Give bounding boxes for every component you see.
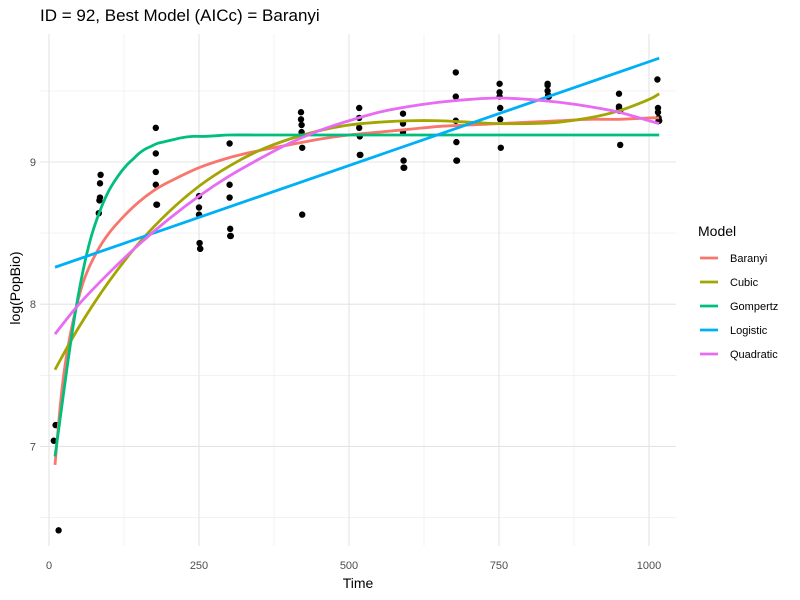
y-tick-labels: 7 8 9 [30,157,36,453]
data-point [96,180,104,187]
y-axis-title: log(PopBio) [7,251,23,324]
data-point [299,144,306,151]
data-point [453,157,461,164]
data-point [97,171,104,178]
x-tick-label: 750 [490,560,508,572]
data-point [453,138,460,146]
x-tick-label: 0 [46,560,52,572]
x-tick-labels: 0 250 500 750 1000 [46,560,661,572]
data-point [196,239,203,247]
series-line-quadratic [53,96,660,335]
data-point [497,116,504,123]
data-points [50,69,663,534]
data-point [452,69,459,76]
data-point [227,225,234,233]
legend-label-gompertz: Gompertz [730,301,778,313]
x-tick-label: 250 [190,560,208,572]
legend-label-cubic: Cubic [730,277,759,289]
legend-label-logistic: Logistic [730,325,768,337]
chart-title: ID = 92, Best Model (AICc) = Baranyi [40,6,320,25]
data-point [226,194,233,201]
data-point [399,110,407,117]
data-point [297,109,305,116]
data-point [356,104,363,112]
data-point [226,140,233,147]
legend-items: Baranyi Cubic Gompertz Logistic Quadratic [700,253,778,361]
data-point [357,151,364,159]
data-point [401,164,408,171]
legend-title: Model [698,223,736,239]
data-point [197,245,204,252]
data-point [227,232,234,240]
data-point [496,80,503,87]
data-point [55,527,62,534]
data-point [298,121,305,129]
data-point [400,157,407,164]
data-point [654,76,661,83]
y-tick-label: 7 [30,441,36,453]
data-point [153,201,161,208]
data-point [195,204,203,211]
data-point [297,116,305,123]
data-point [50,437,57,444]
data-point [152,168,159,176]
data-point [226,181,233,188]
data-point [152,181,159,188]
data-point [152,124,159,132]
series-line-logistic [54,56,660,269]
data-point [152,150,159,157]
data-point [617,141,624,149]
y-tick-label: 8 [30,299,36,311]
legend-label-quadratic: Quadratic [730,349,778,361]
legend: Model Baranyi Cubic Gompertz Logistic Quadra… [698,223,778,361]
data-point [497,144,504,151]
x-axis-title: Time [343,575,374,591]
x-tick-label: 1000 [637,560,661,572]
series-line-cubic [53,92,660,371]
data-point [497,104,504,112]
data-point [452,93,459,100]
y-tick-label: 9 [30,157,36,169]
data-point [96,194,104,201]
model-curves [53,56,660,466]
data-point [299,211,306,218]
data-point [544,82,551,89]
series-line-gompertz [53,133,660,457]
series-line-baranyi [53,116,660,466]
data-point [356,124,363,132]
x-tick-label: 500 [340,560,358,572]
data-point [615,90,623,97]
legend-label-baranyi: Baranyi [730,253,767,265]
data-point [654,109,662,116]
